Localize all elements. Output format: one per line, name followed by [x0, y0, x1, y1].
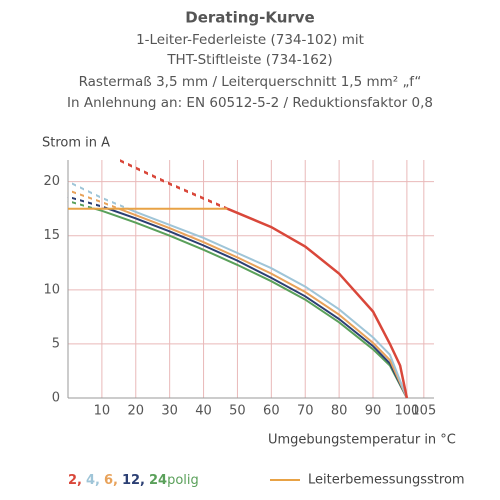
subtitle: THT-Stiftleiste (734-162) [166, 52, 332, 68]
x-tick-label: 70 [297, 404, 314, 419]
series-line [118, 158, 409, 399]
chart-title: Derating-Kurve [185, 9, 315, 27]
legend-entry: 4, [86, 473, 100, 488]
legend-entry: 6, [104, 473, 118, 488]
x-tick-label: 20 [128, 404, 145, 419]
legend: 2, 4, 6, 12, 24polig [68, 473, 199, 488]
legend-entry: 24 [149, 473, 167, 488]
legend-entry: 12, [122, 473, 145, 488]
x-tick-label: 100 [394, 404, 419, 419]
x-tick-label: 50 [229, 404, 246, 419]
y-tick-label: 5 [52, 336, 60, 351]
legend-label: Leiterbemessungsstrom [308, 473, 465, 488]
subtitle: 1-Leiter-Federleiste (734-102) mit [136, 32, 364, 48]
y-axis-label: Strom in A [42, 136, 110, 151]
y-tick-label: 0 [52, 391, 60, 406]
series-line [67, 200, 408, 399]
x-axis-label: Umgebungstemperatur in °C [268, 433, 456, 448]
legend-entry: 2, [68, 473, 82, 488]
x-tick-label: 30 [161, 404, 178, 419]
legend-unit: polig [167, 473, 199, 488]
x-tick-label: 105 [411, 404, 436, 419]
y-tick-label: 20 [43, 174, 60, 189]
x-tick-label: 40 [195, 404, 212, 419]
series-line [67, 189, 408, 399]
x-tick-label: 10 [94, 404, 111, 419]
subtitle: In Anlehnung an: EN 60512-5-2 / Reduktio… [67, 95, 433, 111]
y-tick-label: 15 [43, 228, 60, 243]
x-tick-label: 60 [263, 404, 280, 419]
series-line [67, 195, 408, 399]
x-tick-label: 90 [365, 404, 382, 419]
subtitle: Rastermaß 3,5 mm / Leiterquerschnitt 1,5… [79, 74, 422, 90]
x-tick-label: 80 [331, 404, 348, 419]
y-tick-label: 10 [43, 282, 60, 297]
